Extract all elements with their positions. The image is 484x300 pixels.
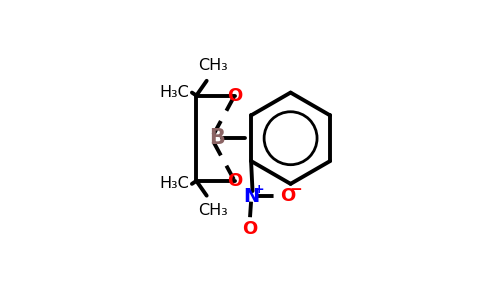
Text: O: O [280,188,296,206]
Text: −: − [290,182,302,197]
Text: O: O [227,172,242,190]
Text: +: + [254,183,264,196]
Text: B: B [209,128,225,148]
Text: N: N [243,187,259,206]
Text: H₃C: H₃C [159,85,189,100]
Text: O: O [227,86,242,104]
Text: CH₃: CH₃ [197,203,227,218]
Text: H₃C: H₃C [159,176,189,191]
Text: CH₃: CH₃ [197,58,227,74]
Text: O: O [242,220,257,238]
